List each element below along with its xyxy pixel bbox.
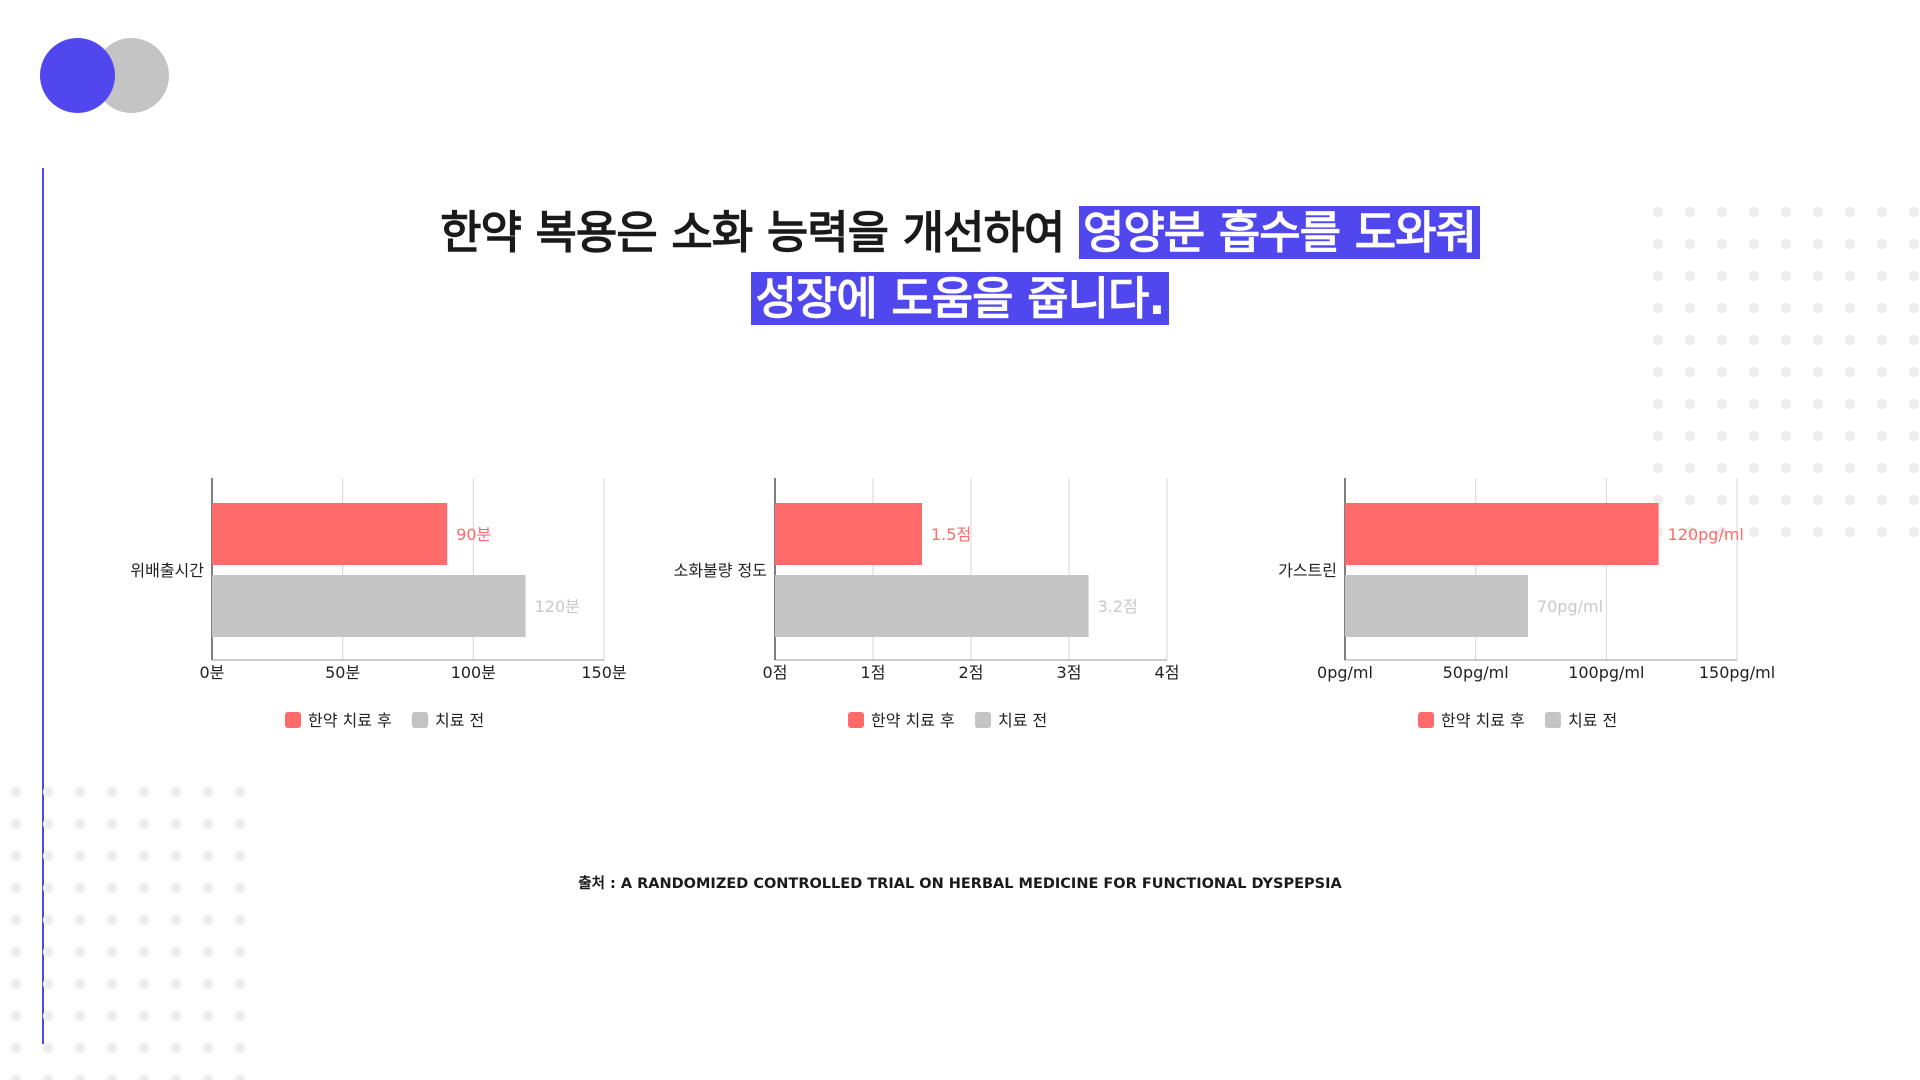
bar-after — [1345, 503, 1659, 565]
x-tick-label: 50pg/ml — [1443, 663, 1509, 682]
headline-plain-text: 한약 복용은 소화 능력을 개선하여 — [440, 206, 1079, 259]
headline-highlight-1: 영양분 흡수를 도와줘 — [1079, 206, 1480, 259]
bar-before — [1345, 575, 1528, 637]
logo — [40, 38, 170, 114]
legend-label-after: 한약 치료 후 — [871, 711, 955, 730]
legend-label-before: 치료 전 — [998, 711, 1047, 730]
legend-label-after: 한약 치료 후 — [308, 711, 392, 730]
headline-line-1: 한약 복용은 소화 능력을 개선하여 영양분 흡수를 도와줘 — [0, 200, 1920, 266]
legend-swatch-before — [1545, 712, 1561, 728]
data-label-before: 70pg/ml — [1537, 597, 1603, 616]
legend-swatch-after — [285, 712, 301, 728]
x-tick-label: 150분 — [581, 663, 626, 682]
x-tick-label: 100분 — [451, 663, 496, 682]
data-label-after: 90분 — [456, 525, 491, 544]
x-tick-label: 0분 — [200, 663, 225, 682]
category-label: 위배출시간 — [130, 561, 204, 580]
logo-blue-circle — [40, 38, 115, 113]
x-tick-label: 3점 — [1057, 663, 1082, 682]
bar-after — [212, 503, 448, 565]
legend-swatch-before — [975, 712, 991, 728]
data-label-after: 1.5점 — [931, 525, 971, 544]
headline-line-2: 성장에 도움을 줍니다. — [0, 266, 1920, 332]
gastrin-chart: 0pg/ml 50pg/ml 100pg/ml 150pg/ml 120pg/ml 70p… — [1278, 478, 1775, 730]
data-label-before: 120분 — [535, 597, 580, 616]
bar-before — [775, 575, 1089, 637]
data-label-before: 3.2점 — [1098, 597, 1138, 616]
legend-label-before: 치료 전 — [1568, 711, 1617, 730]
legend-swatch-after — [848, 712, 864, 728]
dot-pattern-right — [1642, 196, 1920, 548]
x-tick-label: 2점 — [959, 663, 984, 682]
headline-highlight-2: 성장에 도움을 줍니다. — [751, 272, 1169, 325]
x-tick-label: 1점 — [861, 663, 886, 682]
bar-before — [212, 575, 526, 637]
accent-vertical-line — [42, 168, 44, 1044]
bar-after — [775, 503, 922, 565]
x-tick-label: 4점 — [1155, 663, 1180, 682]
headline: 한약 복용은 소화 능력을 개선하여 영양분 흡수를 도와줘 성장에 도움을 줍… — [0, 200, 1920, 332]
x-tick-label: 100pg/ml — [1568, 663, 1644, 682]
category-label: 소화불량 정도 — [674, 561, 767, 580]
dot-pattern-left — [0, 776, 264, 1080]
x-tick-label: 150pg/ml — [1699, 663, 1775, 682]
legend-label-before: 치료 전 — [435, 711, 484, 730]
x-tick-label: 50분 — [325, 663, 360, 682]
x-tick-label: 0점 — [763, 663, 788, 682]
legend-label-after: 한약 치료 후 — [1441, 711, 1525, 730]
x-tick-label: 0pg/ml — [1317, 663, 1373, 682]
category-label: 가스트린 — [1278, 561, 1337, 580]
data-label-after: 120pg/ml — [1668, 525, 1744, 544]
legend-swatch-after — [1418, 712, 1434, 728]
source-citation: 출처 : A RANDOMIZED CONTROLLED TRIAL ON HE… — [578, 876, 1342, 892]
legend-swatch-before — [412, 712, 428, 728]
